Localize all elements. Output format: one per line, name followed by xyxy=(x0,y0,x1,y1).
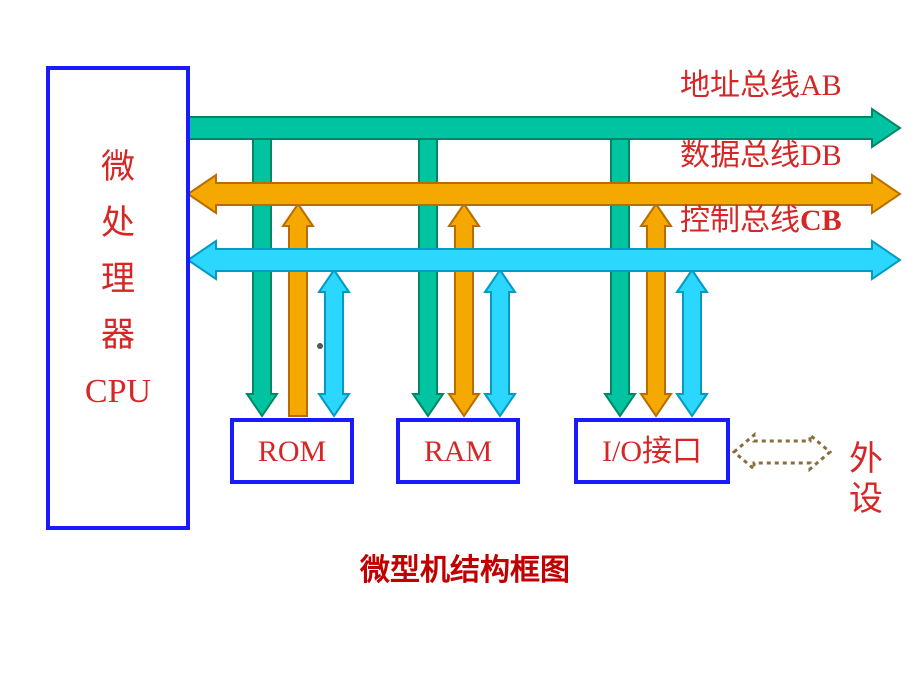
data-bus-label: 数据总线DB xyxy=(680,139,842,172)
vertical-arrow-1 xyxy=(283,204,313,416)
small-dot xyxy=(317,343,323,349)
vertical-arrow-2 xyxy=(319,270,349,416)
cpu-label-line: 处 xyxy=(101,205,135,242)
io-box-label: I/O接口 xyxy=(602,435,702,468)
cpu-label-line: 器 xyxy=(101,317,135,354)
address-bus-label: 地址总线AB xyxy=(680,69,842,102)
vertical-arrow-4 xyxy=(449,204,479,416)
control-bus-label: 控制总线CB xyxy=(680,204,842,237)
rom-box-label: ROM xyxy=(258,435,326,468)
peripheral-arrow xyxy=(734,435,830,469)
vertical-arrow-5 xyxy=(485,270,515,416)
cpu-box xyxy=(48,68,188,528)
cpu-label-line: CPU xyxy=(85,373,151,410)
peripheral-label: 设 xyxy=(849,481,883,518)
cpu-label-line: 理 xyxy=(101,261,135,298)
vertical-arrow-3 xyxy=(413,138,443,416)
ram-box-label: RAM xyxy=(424,435,492,468)
vertical-arrow-0 xyxy=(247,138,277,416)
diagram-canvas: 微处理器 CPU ROM RAM I/O接口 地址总线AB 数据总线DB 控制总线CB 外设微型… xyxy=(0,0,920,690)
caption: 微型机结构框图 xyxy=(359,554,570,587)
vertical-arrow-6 xyxy=(605,138,635,416)
peripheral-label: 外 xyxy=(849,440,883,478)
cpu-label-line: 微 xyxy=(101,148,135,186)
vertical-arrow-7 xyxy=(641,204,671,416)
vertical-arrow-8 xyxy=(677,270,707,416)
